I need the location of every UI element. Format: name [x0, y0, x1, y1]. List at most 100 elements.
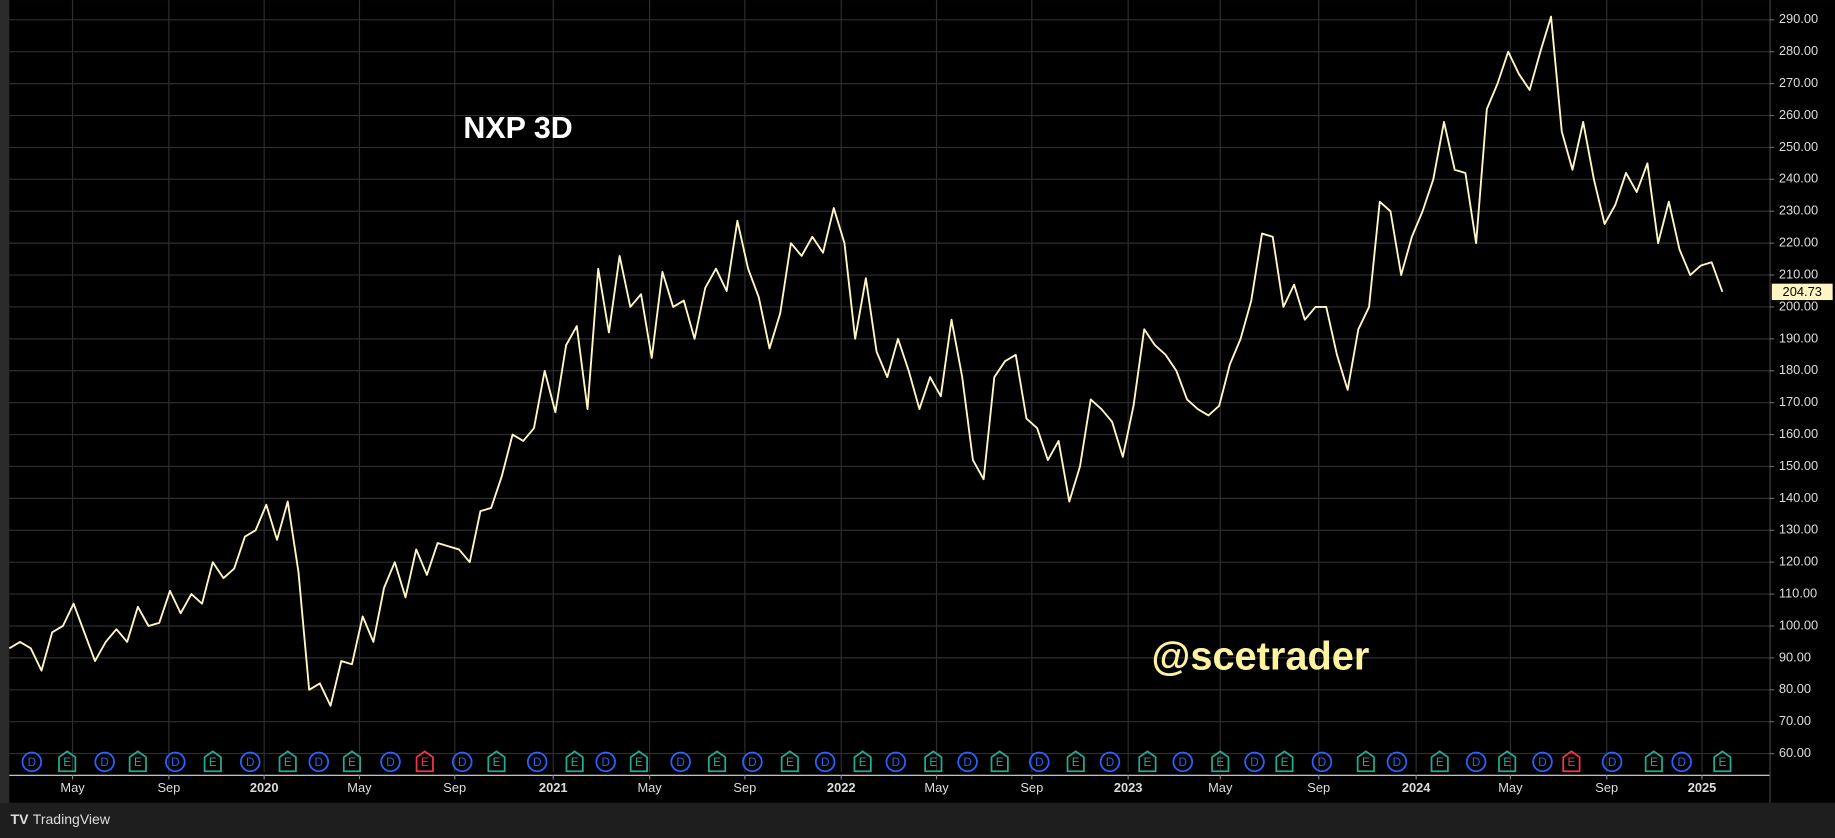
y-tick-label: 100.00 — [1779, 617, 1818, 632]
event-marker: E — [853, 750, 872, 773]
x-tick-label: 2020 — [250, 780, 279, 795]
y-tick-label: 290.00 — [1779, 11, 1818, 26]
watermark: @scetrader — [1152, 634, 1370, 678]
event-icon — [957, 751, 978, 773]
last-price-label: 204.73 — [1783, 284, 1822, 299]
event-label: E — [786, 756, 794, 769]
event-marker: E — [342, 750, 362, 773]
event-marker: D — [1099, 751, 1121, 773]
y-tick-label: 230.00 — [1779, 203, 1818, 218]
event-marker: D — [595, 751, 616, 773]
event-label: E — [1650, 756, 1658, 769]
grid — [9, 0, 1770, 773]
event-icon — [342, 750, 362, 773]
event-marker: D — [240, 751, 261, 773]
event-icon — [990, 750, 1009, 773]
event-marker: E — [1430, 750, 1449, 773]
event-icon — [1311, 751, 1333, 773]
x-tick-label: 2023 — [1114, 780, 1143, 795]
event-label: D — [821, 756, 829, 769]
event-marker: D — [1172, 751, 1194, 773]
event-icon — [526, 751, 548, 773]
event-icon — [451, 751, 473, 773]
y-tick-label: 170.00 — [1779, 394, 1818, 409]
event-label: D — [892, 756, 900, 769]
y-tick-label: 150.00 — [1779, 458, 1818, 473]
event-icon — [1498, 750, 1517, 773]
x-tick-label: Sep — [157, 780, 180, 795]
y-tick-label: 220.00 — [1779, 235, 1818, 250]
event-label: D — [963, 756, 971, 769]
event-icon — [924, 750, 943, 773]
event-icon — [1465, 751, 1487, 773]
event-marker: E — [565, 750, 584, 773]
event-icon — [1138, 750, 1157, 773]
event-label: E — [1436, 756, 1444, 769]
event-marker: E — [1138, 750, 1157, 773]
event-label: E — [996, 756, 1004, 769]
event-marker: E — [1713, 750, 1732, 773]
event-marker: D — [1029, 751, 1050, 773]
event-label: E — [1362, 756, 1370, 769]
event-label: D — [386, 756, 394, 769]
event-icon — [58, 750, 77, 773]
y-tick-label: 250.00 — [1779, 139, 1818, 154]
event-icon — [1099, 751, 1121, 773]
x-tick-label: 2021 — [539, 780, 568, 795]
x-tick-label: 2025 — [1688, 780, 1717, 795]
event-label: D — [246, 756, 254, 769]
event-icon — [1244, 751, 1265, 773]
price-line — [8, 15, 1724, 707]
event-label: D — [601, 756, 609, 769]
event-icon — [814, 751, 836, 773]
event-label: D — [533, 756, 541, 769]
y-tick-label: 260.00 — [1779, 107, 1818, 122]
event-icon — [203, 750, 222, 773]
event-icon — [853, 750, 872, 773]
event-label: D — [1179, 756, 1187, 769]
event-marker: D — [21, 751, 43, 773]
x-tick-label: May — [1208, 780, 1233, 795]
event-marker: D — [957, 751, 978, 773]
event-marker: E — [58, 750, 77, 773]
event-marker: E — [1211, 750, 1230, 773]
event-label: E — [635, 756, 643, 769]
x-tick-label: Sep — [1020, 780, 1043, 795]
last-price-box — [1771, 283, 1833, 301]
event-label: E — [421, 756, 429, 769]
event-icon — [707, 750, 727, 773]
y-tick-label: 80.00 — [1779, 681, 1811, 696]
footer-bar — [0, 802, 1835, 838]
x-tick-label: May — [60, 780, 85, 795]
event-icon — [1644, 750, 1663, 773]
event-icon — [670, 751, 691, 773]
event-label: E — [1072, 756, 1080, 769]
y-tick-label: 70.00 — [1779, 713, 1811, 728]
event-marker: D — [1532, 751, 1553, 773]
event-marker: E — [1066, 750, 1085, 773]
event-label: D — [458, 756, 466, 769]
event-icon — [1275, 750, 1294, 773]
event-marker: D — [1244, 751, 1265, 773]
event-icon — [1211, 750, 1230, 773]
event-icon — [380, 751, 401, 773]
event-marker: E — [990, 750, 1009, 773]
y-tick-label: 280.00 — [1779, 43, 1818, 58]
event-marker: D — [526, 751, 548, 773]
event-marker: D — [885, 751, 907, 773]
event-marker: E — [1498, 750, 1517, 773]
event-icon — [1671, 751, 1692, 773]
x-tick-label: Sep — [1595, 780, 1618, 795]
x-tick-label: Sep — [1307, 780, 1330, 795]
event-label: D — [171, 756, 179, 769]
event-marker: D — [451, 751, 473, 773]
event-icon — [94, 751, 115, 773]
x-tick-label: Sep — [443, 780, 466, 795]
event-icon — [1356, 750, 1375, 773]
event-label: E — [1144, 756, 1152, 769]
event-icon — [21, 751, 43, 773]
brand-logo: TV — [11, 811, 30, 827]
y-tick-label: 200.00 — [1779, 298, 1818, 313]
brand-name: TradingView — [33, 811, 111, 827]
